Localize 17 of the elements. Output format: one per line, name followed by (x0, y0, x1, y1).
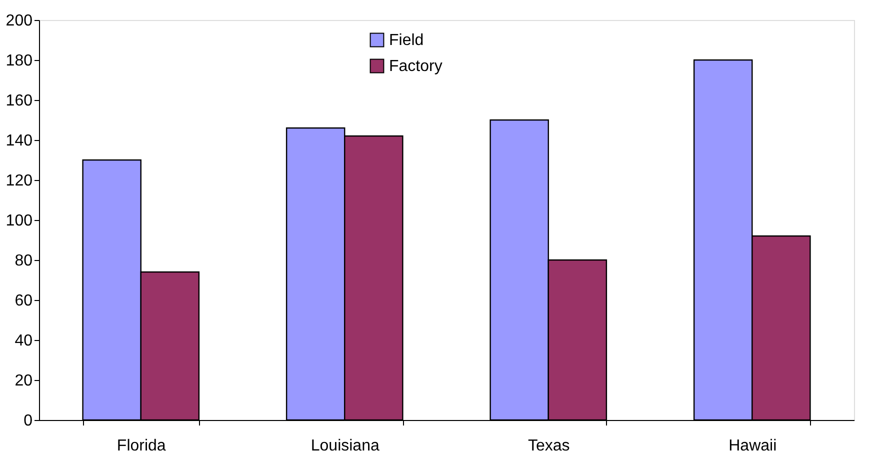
x-tick-label: Hawaii (728, 438, 777, 454)
x-tick-label: Texas (528, 438, 570, 454)
x-tick-label: Florida (116, 438, 166, 454)
y-tick-label: 60 (14, 292, 33, 310)
y-tick-label: 20 (14, 372, 33, 390)
y-tick-label: 180 (6, 52, 33, 70)
y-tick-label: 200 (6, 12, 33, 30)
y-tick-label: 40 (14, 332, 33, 350)
y-tick-label: 80 (14, 252, 33, 270)
y-tick-label: 120 (6, 172, 33, 190)
y-tick-label: 100 (6, 212, 33, 230)
y-tick-label: 140 (6, 132, 33, 150)
y-tick-label: 0 (24, 412, 33, 430)
legend-label: Factory (389, 58, 442, 75)
legend-label: Field (389, 32, 424, 49)
x-tick-label: Louisiana (310, 438, 380, 454)
y-tick-label: 160 (6, 92, 33, 110)
